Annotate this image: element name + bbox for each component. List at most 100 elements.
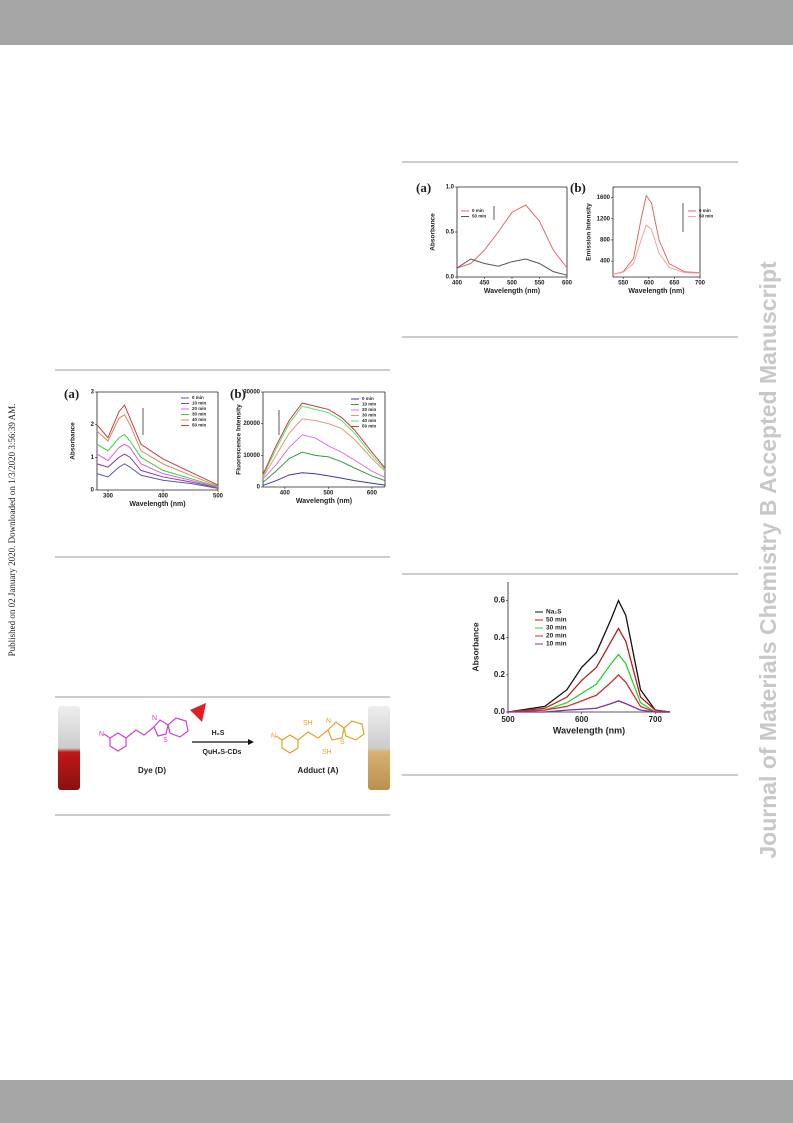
y-axis-title: Absorbance	[430, 213, 437, 251]
legend-label: 0 min	[699, 208, 711, 213]
x-tick-label: 500	[323, 491, 334, 497]
legend-label: 0 min	[192, 395, 204, 400]
series-line	[262, 434, 386, 480]
x-tick-label: 500	[507, 281, 518, 287]
x-tick-label: 450	[479, 281, 490, 287]
series-line	[508, 700, 670, 713]
y-tick-label: 2	[91, 422, 95, 428]
y-axis-title: Absorbance	[470, 622, 480, 671]
chart-panel: 500 600 700 0.0 0.2 0.4 0.6 Wavelength (nm) Abso…	[470, 582, 671, 736]
series-line	[262, 405, 386, 477]
atom: N	[152, 715, 157, 722]
y-tick-label: 20000	[243, 421, 260, 427]
x-tick-label: 600	[644, 281, 655, 287]
chart-panel: (b) 550 600 650 700 400 800 1200 1600 Wavelength …	[570, 180, 714, 295]
side-note: Published on 02 January 2020. Downloaded…	[7, 404, 17, 657]
legend-label: 50 min	[546, 617, 567, 624]
legend-label: 0 min	[472, 208, 484, 213]
x-axis-title: Wavelength (nm)	[129, 501, 185, 508]
y-tick-label: 0.2	[494, 670, 506, 679]
watermark: Journal of Materials Chemistry B Accepte…	[755, 261, 781, 859]
top-bar	[0, 0, 793, 45]
y-axis-title: Fluorescence Intensity	[236, 404, 243, 475]
legend-label: 10 min	[192, 401, 207, 406]
chart-panel: (b) 400 500 600 0 10000 20000 30000 Wavelength (…	[230, 386, 386, 505]
series-line	[507, 673, 670, 713]
x-tick-label: 550	[534, 281, 545, 287]
vial-yellow	[368, 706, 390, 790]
series-line	[456, 204, 568, 269]
legend-label: 40 min	[362, 418, 377, 423]
series-line	[262, 418, 386, 478]
x-tick-label: 300	[103, 494, 114, 500]
chart-panel: (a) 300 400 500 0 1 2 3 Wavelength (nm) Absorbanc…	[64, 386, 224, 508]
catalyst: QuH₂S-CDs	[203, 749, 242, 756]
legend-label: 10 min	[362, 402, 377, 407]
panel-label: (a)	[64, 386, 79, 401]
bottom-bar	[0, 1080, 793, 1123]
atom: S	[163, 737, 168, 744]
bolt	[190, 703, 206, 722]
series-line	[96, 404, 219, 486]
legend-label: 20 min	[192, 406, 207, 411]
y-tick-label: 1600	[597, 195, 611, 201]
legend-label: 30 min	[362, 413, 377, 418]
y-tick-label: 30000	[243, 390, 260, 396]
y-tick-label: 0.6	[494, 596, 506, 605]
series-line	[262, 451, 386, 483]
x-tick-label: 500	[501, 715, 515, 724]
dye-label: Dye (D)	[138, 766, 166, 775]
x-axis-title: Wavelength (nm)	[553, 726, 625, 736]
x-tick-label: 600	[575, 715, 589, 724]
y-tick-label: 1	[91, 455, 95, 461]
series-line	[612, 224, 701, 275]
y-tick-label: 0.0	[446, 275, 455, 281]
x-tick-label: 600	[367, 491, 378, 497]
y-tick-label: 0.5	[446, 230, 455, 236]
series-line	[507, 627, 671, 713]
y-tick-label: 0.4	[494, 633, 506, 642]
x-tick-label: 650	[669, 281, 680, 287]
legend-label: 50 min	[192, 423, 207, 428]
legend-label: 30 min	[192, 412, 207, 417]
series-line	[96, 453, 219, 489]
series-line	[96, 414, 219, 487]
panel-label: (b)	[570, 180, 586, 195]
legend-label: 40 min	[192, 417, 207, 422]
vial-red	[58, 706, 80, 790]
atom: SH	[322, 749, 332, 756]
y-axis-title: Emission Intensity	[586, 203, 593, 261]
arrows	[142, 203, 684, 435]
legend-label: 50 min	[699, 214, 714, 219]
atom: N	[326, 718, 331, 725]
series-line	[456, 258, 568, 276]
atom: N	[271, 733, 276, 740]
x-tick-label: 400	[158, 494, 169, 500]
atom: S	[340, 739, 345, 746]
legend-label: 0 min	[362, 396, 374, 401]
series-line	[612, 194, 701, 275]
series-line	[507, 653, 670, 713]
adduct-structure	[275, 720, 365, 754]
x-tick-label: 400	[452, 281, 463, 287]
legend-label: 10 min	[546, 641, 567, 648]
x-axis-title: Wavelength (nm)	[484, 288, 540, 295]
y-tick-label: 0.0	[494, 707, 506, 716]
y-tick-label: 0	[91, 488, 95, 494]
y-tick-label: 0	[257, 485, 261, 491]
y-axis-title: Absorbance	[70, 422, 77, 460]
legend-label: 20 min	[362, 407, 377, 412]
dye-structure	[103, 717, 189, 752]
y-tick-label: 400	[600, 259, 611, 265]
legend-label: Na₂S	[546, 609, 562, 616]
x-tick-label: 600	[562, 281, 573, 287]
x-tick-label: 500	[213, 494, 224, 500]
x-axis-title: Wavelength (nm)	[628, 288, 684, 295]
x-tick-label: 400	[280, 491, 291, 497]
legend-label: 30 min	[546, 625, 567, 632]
y-tick-label: 1200	[597, 216, 611, 222]
legend-label: 20 min	[546, 633, 567, 640]
y-tick-label: 3	[91, 390, 95, 396]
legend-label: 50 min	[362, 424, 377, 429]
